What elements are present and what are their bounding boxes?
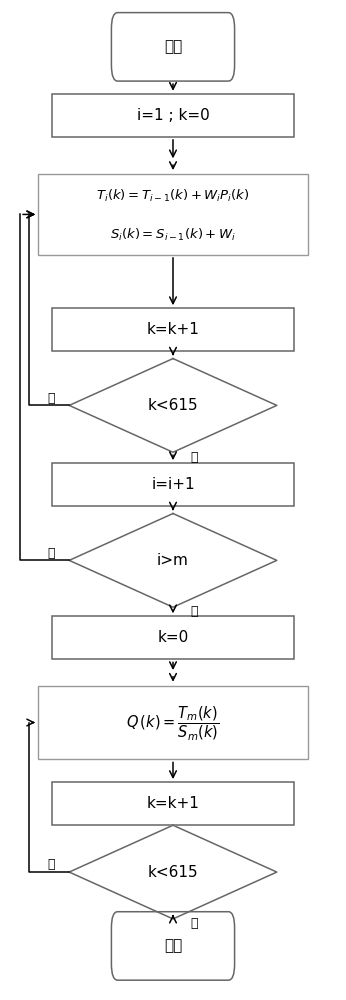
Text: k=0: k=0 — [157, 630, 189, 645]
FancyBboxPatch shape — [111, 13, 235, 81]
Text: 否: 否 — [190, 917, 198, 930]
Text: k<615: k<615 — [148, 865, 198, 880]
FancyBboxPatch shape — [52, 782, 294, 825]
Text: i=1 ; k=0: i=1 ; k=0 — [137, 108, 209, 123]
Text: k<615: k<615 — [148, 398, 198, 413]
Text: i>m: i>m — [157, 553, 189, 568]
Text: 开始: 开始 — [164, 39, 182, 54]
Text: $T_i(k) = T_{i-1}(k) + W_iP_i(k)$: $T_i(k) = T_{i-1}(k) + W_iP_i(k)$ — [96, 187, 250, 204]
FancyBboxPatch shape — [38, 686, 308, 759]
Text: 是: 是 — [190, 605, 198, 618]
Text: k=k+1: k=k+1 — [147, 322, 199, 337]
Text: i=i+1: i=i+1 — [151, 477, 195, 492]
FancyBboxPatch shape — [52, 308, 294, 351]
Text: 是: 是 — [48, 858, 55, 871]
FancyBboxPatch shape — [52, 94, 294, 137]
FancyBboxPatch shape — [52, 463, 294, 506]
Text: 否: 否 — [190, 451, 198, 464]
Text: 结束: 结束 — [164, 938, 182, 953]
FancyBboxPatch shape — [52, 616, 294, 659]
Polygon shape — [69, 825, 277, 919]
Text: $S_i(k) = S_{i-1}(k) + W_i$: $S_i(k) = S_{i-1}(k) + W_i$ — [110, 227, 236, 243]
Text: k=k+1: k=k+1 — [147, 796, 199, 811]
Polygon shape — [69, 514, 277, 607]
FancyBboxPatch shape — [111, 912, 235, 980]
Text: 否: 否 — [48, 547, 55, 560]
Text: 是: 是 — [48, 392, 55, 405]
Text: $Q\,(k) = \dfrac{T_m(k)}{S_m(k)}$: $Q\,(k) = \dfrac{T_m(k)}{S_m(k)}$ — [126, 704, 220, 742]
FancyBboxPatch shape — [38, 174, 308, 255]
Polygon shape — [69, 359, 277, 452]
